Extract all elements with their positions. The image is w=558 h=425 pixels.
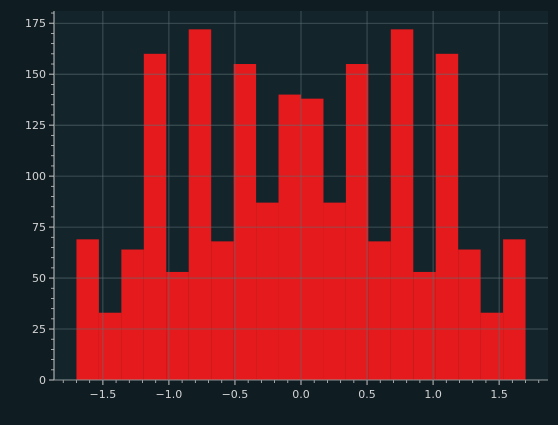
histogram-bar — [211, 241, 234, 380]
y-tick-label: 50 — [32, 272, 46, 285]
x-tick-label: 1.5 — [490, 388, 508, 401]
y-tick-label: 100 — [25, 170, 46, 183]
tick-labels: −1.5 −1.0 −0.5 0.0 0.5 1.0 1.5 0 25 50 75 100 125 150… — [25, 17, 508, 401]
histogram-bar — [458, 249, 481, 380]
histogram-bar — [188, 29, 212, 381]
x-tick-label: −0.5 — [222, 388, 249, 401]
histogram-bar — [143, 53, 167, 380]
histogram-bar — [301, 98, 324, 380]
x-tick-label: −1.5 — [90, 388, 117, 401]
histogram-bar — [413, 271, 436, 380]
histogram-bar — [121, 249, 144, 380]
histogram-bar — [278, 94, 301, 380]
histogram-bar — [166, 271, 189, 380]
histogram-bar — [233, 64, 257, 380]
y-tick-label: 150 — [25, 68, 46, 81]
histogram-bar — [256, 202, 279, 380]
histogram-bar — [480, 312, 504, 380]
x-tick-label: 0.5 — [358, 388, 376, 401]
x-tick-label: 1.0 — [424, 388, 442, 401]
histogram-bar — [390, 29, 414, 381]
histogram-bar — [76, 239, 99, 380]
histogram-bar — [503, 239, 526, 380]
y-tick-label: 75 — [32, 221, 46, 234]
y-tick-label: 25 — [32, 323, 46, 336]
x-tick-label: 0.0 — [292, 388, 310, 401]
histogram-bar — [345, 64, 369, 380]
y-tick-label: 175 — [25, 17, 46, 30]
y-tick-label: 0 — [39, 374, 46, 387]
histogram-bar — [98, 312, 122, 380]
grid-lines — [54, 11, 548, 381]
bars — [76, 29, 526, 381]
y-tick-label: 125 — [25, 119, 46, 132]
x-tick-label: −1.0 — [156, 388, 183, 401]
histogram-bar — [435, 53, 459, 380]
histogram-bar — [323, 202, 346, 380]
histogram-bar — [368, 241, 391, 380]
